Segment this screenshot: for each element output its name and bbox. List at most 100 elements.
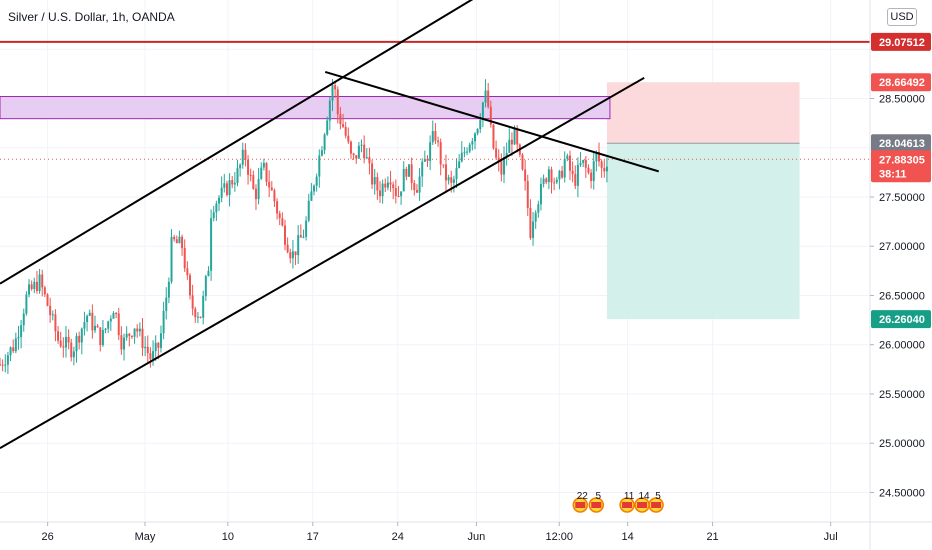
candle-body: [524, 169, 527, 182]
candle-body: [1, 364, 4, 366]
candle-body: [418, 176, 421, 193]
candle-body: [112, 313, 115, 319]
candle-body: [125, 333, 128, 338]
candle-body: [291, 251, 294, 259]
channel-lower-line[interactable]: [0, 76, 645, 449]
candle-body: [80, 328, 83, 343]
candle-body: [315, 176, 318, 186]
candle-body: [283, 225, 286, 245]
candle-body: [207, 270, 210, 277]
candle-body: [360, 144, 363, 146]
candle-body: [130, 335, 133, 337]
candle-body: [532, 221, 535, 238]
candle-body: [265, 162, 268, 182]
candle-body: [468, 144, 471, 152]
candle-body: [487, 90, 490, 107]
candle-body: [513, 128, 516, 145]
currency-button[interactable]: USD: [887, 8, 917, 26]
candle-body: [576, 164, 579, 186]
candle-body: [386, 182, 389, 188]
candle-body: [318, 155, 321, 177]
candle-body: [521, 154, 524, 170]
flag-stripe-icon: [651, 502, 662, 508]
drawing-lines[interactable]: [0, 0, 870, 449]
candle-body: [28, 284, 31, 295]
candle-body: [101, 330, 104, 346]
candle-body: [497, 157, 500, 162]
candle-body: [78, 335, 81, 343]
candle-body: [196, 316, 199, 318]
candle-body: [331, 85, 334, 101]
event-markers[interactable]: 22 5 11 14 5: [572, 491, 664, 513]
candle-body: [165, 297, 168, 311]
x-tick-label: Jul: [824, 531, 838, 543]
candle-body: [545, 178, 548, 183]
candle-body: [123, 337, 126, 350]
channel-upper-line[interactable]: [0, 0, 553, 285]
descending-trendline-line[interactable]: [324, 70, 660, 173]
candle-body: [236, 168, 239, 183]
candle-body: [96, 325, 99, 328]
candle-body: [305, 220, 308, 237]
candle-body: [149, 353, 152, 360]
candle-body: [62, 346, 65, 348]
candle-body: [447, 177, 450, 181]
candle-body: [534, 212, 537, 222]
candle-body: [460, 152, 463, 162]
candle-body: [86, 315, 89, 323]
candle-body: [141, 328, 144, 349]
candle-body: [51, 314, 54, 316]
candle-body: [281, 218, 284, 226]
candle-body: [368, 157, 371, 164]
candle-body: [555, 179, 558, 183]
x-tick-label: 26: [42, 531, 54, 543]
candle-body: [429, 142, 432, 161]
candle-body: [508, 139, 511, 153]
candle-body: [54, 314, 57, 332]
current-price-label: 27.88305: [879, 154, 925, 166]
y-tick-label: 27.50000: [879, 192, 925, 204]
candle-body: [276, 201, 279, 214]
candle-body: [373, 177, 376, 185]
candle-body: [471, 141, 474, 145]
candle-body: [537, 204, 540, 213]
candle-body: [505, 152, 508, 158]
candle-body: [117, 313, 120, 336]
candle-body: [542, 178, 545, 185]
candle-body: [365, 157, 368, 159]
candle-body: [598, 151, 601, 162]
candle-body: [590, 172, 593, 181]
candle-body: [503, 157, 506, 175]
candle-body: [241, 149, 244, 165]
candle-body: [336, 89, 339, 115]
candle-body: [57, 331, 60, 341]
flag-stripe-icon: [622, 502, 633, 508]
candle-body: [252, 175, 255, 189]
candle-body: [186, 268, 189, 276]
candle-body: [479, 120, 482, 130]
x-tick-label: May: [135, 531, 156, 543]
price-tag: [871, 32, 931, 51]
candle-body: [426, 158, 429, 161]
candle-body: [307, 200, 310, 221]
candle-body: [20, 325, 23, 337]
candle-body: [38, 274, 41, 292]
candle-body: [550, 169, 553, 183]
candle-body: [600, 161, 603, 168]
candle-body: [115, 313, 118, 315]
x-tick-label: 24: [392, 531, 404, 543]
candle-body: [199, 316, 202, 318]
y-tick-label: 27.00000: [879, 241, 925, 253]
candle-body: [72, 351, 75, 358]
candle-body: [109, 318, 112, 322]
candle-body: [389, 182, 392, 185]
candle-body: [444, 164, 447, 181]
y-tick-label: 26.00000: [879, 340, 925, 352]
resistance-zone: [0, 96, 611, 120]
candle-body: [574, 174, 577, 186]
flag-stripe-icon: [591, 502, 602, 508]
candle-body: [489, 106, 492, 125]
y-tick-label: 26.50000: [879, 290, 925, 302]
candle-body: [500, 161, 503, 175]
